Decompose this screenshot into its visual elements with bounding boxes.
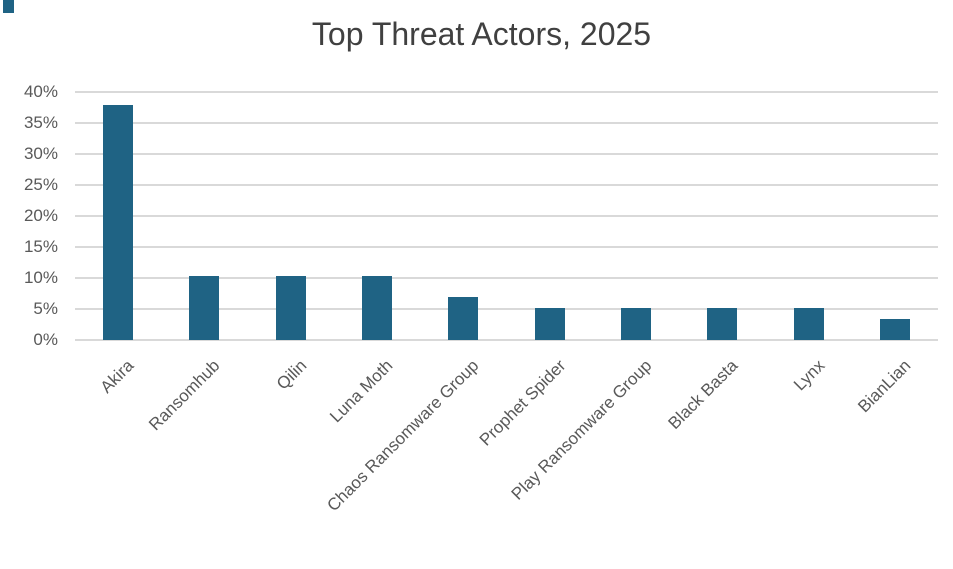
bar-play-ransomware-group	[620, 307, 651, 340]
gridline	[75, 91, 938, 93]
bar-prophet-spider	[534, 307, 565, 340]
y-tick-label: 30%	[23, 144, 58, 163]
y-tick-label: 25%	[23, 175, 58, 194]
gridline	[75, 339, 938, 341]
x-tick-label: Play Ransomware Group	[507, 356, 656, 504]
bar-black-basta	[707, 307, 738, 340]
gridline	[75, 153, 938, 155]
bar-qilin	[275, 276, 306, 340]
bar-luna-moth	[362, 276, 393, 340]
bar-chaos-ransomware-group	[448, 297, 479, 340]
gridline	[75, 184, 938, 186]
y-tick-label: 5%	[33, 299, 58, 318]
corner-artifact	[3, 0, 14, 13]
bar-ransomhub	[189, 276, 220, 340]
x-tick-label: Qilin	[272, 356, 311, 394]
gridline	[75, 122, 938, 124]
gridline	[75, 215, 938, 217]
x-tick-label: BianLian	[854, 356, 915, 417]
bar-akira	[103, 105, 134, 340]
x-tick-label: Chaos Ransomware Group	[323, 356, 483, 516]
y-tick-label: 0%	[33, 330, 58, 349]
x-tick-label: Luna Moth	[326, 356, 397, 427]
x-tick-label: Prophet Spider	[475, 356, 570, 450]
chart-title: Top Threat Actors, 2025	[311, 16, 652, 52]
gridline	[75, 308, 938, 310]
x-tick-label: Lynx	[789, 356, 828, 395]
bar-bianlian	[879, 318, 910, 340]
bar-lynx	[793, 307, 824, 340]
x-tick-label: Black Basta	[664, 356, 742, 433]
y-tick-label: 10%	[23, 268, 58, 287]
y-tick-label: 35%	[23, 113, 58, 132]
x-tick-label: Ransomhub	[145, 356, 224, 435]
y-tick-label: 40%	[23, 82, 58, 101]
y-tick-label: 20%	[23, 206, 58, 225]
gridline	[75, 277, 938, 279]
y-tick-label: 15%	[23, 237, 58, 256]
gridline	[75, 246, 938, 248]
